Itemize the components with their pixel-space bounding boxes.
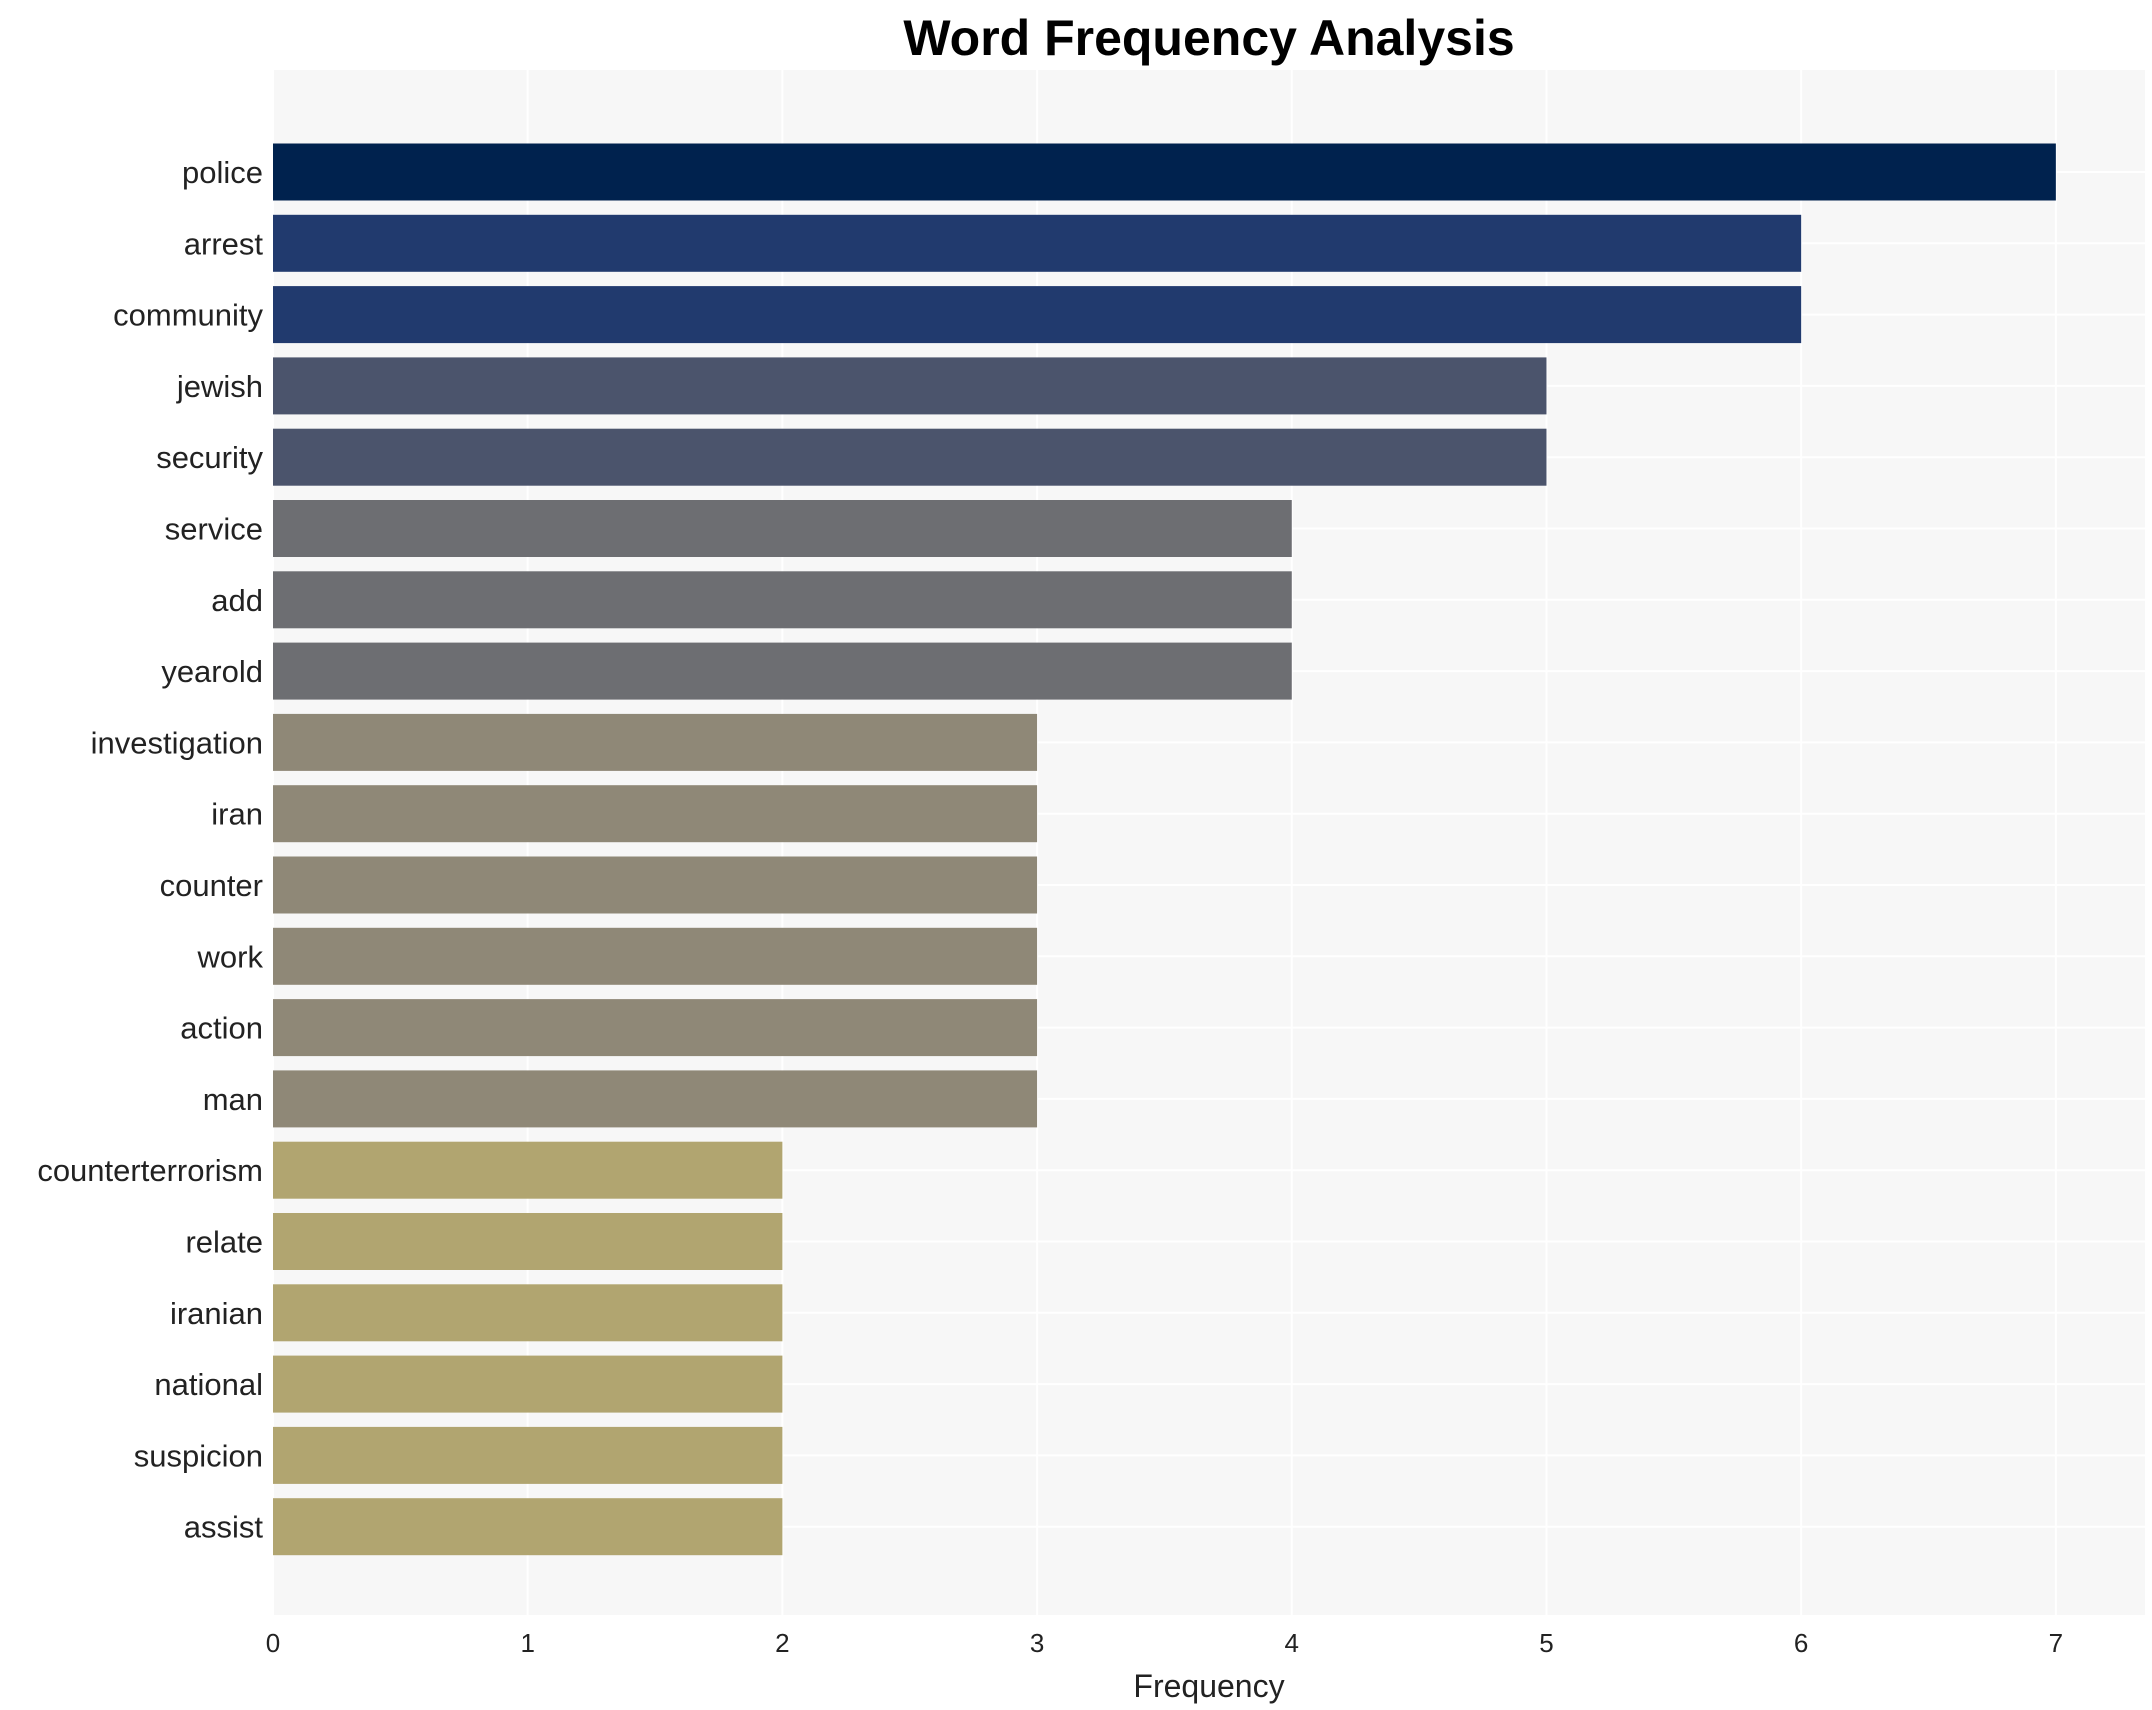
y-tick-label: arrest	[184, 226, 264, 261]
bar-security	[273, 428, 1547, 486]
bar-police	[273, 143, 2056, 201]
x-tick-label: 7	[2049, 1628, 2063, 1658]
y-tick-labels: police arrest community jewish security servi…	[37, 155, 263, 1545]
y-tick-label: man	[203, 1082, 263, 1117]
x-tick-label: 1	[520, 1628, 534, 1658]
y-tick-label: community	[113, 298, 263, 333]
bar-counter	[273, 856, 1038, 914]
y-tick-label: police	[182, 155, 263, 190]
bars	[273, 143, 2056, 1556]
bar-action	[273, 999, 1038, 1057]
y-tick-label: counterterrorism	[37, 1153, 263, 1188]
x-tick-label: 5	[1539, 1628, 1553, 1658]
x-tick-label: 2	[775, 1628, 789, 1658]
y-tick-label: yearold	[161, 654, 263, 689]
bar-iranian	[273, 1284, 783, 1342]
bar-suspicion	[273, 1426, 783, 1484]
x-tick-label: 4	[1285, 1628, 1299, 1658]
y-tick-label: work	[197, 939, 264, 974]
bar-arrest	[273, 214, 1802, 272]
bar-jewish	[273, 357, 1547, 415]
x-tick-label: 0	[266, 1628, 280, 1658]
bar-work	[273, 927, 1038, 985]
bar-man	[273, 1070, 1038, 1128]
x-tick-label: 6	[1794, 1628, 1808, 1658]
y-tick-label: security	[156, 440, 263, 475]
y-tick-label: suspicion	[134, 1438, 263, 1473]
x-axis-label: Frequency	[1133, 1668, 1284, 1704]
bar-service	[273, 500, 1292, 557]
y-tick-label: iran	[211, 797, 263, 832]
bar-yearold	[273, 642, 1292, 700]
y-tick-label: assist	[184, 1510, 264, 1545]
y-tick-label: iranian	[170, 1296, 263, 1331]
bar-counterterrorism	[273, 1141, 783, 1199]
bar-community	[273, 286, 1802, 344]
bar-relate	[273, 1213, 783, 1270]
y-tick-label: investigation	[91, 725, 263, 760]
bar-investigation	[273, 713, 1038, 771]
bar-add	[273, 571, 1292, 629]
y-tick-label: add	[211, 583, 263, 618]
chart-title: Word Frequency Analysis	[903, 10, 1514, 66]
bar-assist	[273, 1498, 783, 1556]
y-tick-label: action	[180, 1011, 263, 1046]
y-tick-label: jewish	[176, 369, 263, 404]
bar-national	[273, 1355, 783, 1413]
y-tick-label: relate	[185, 1225, 263, 1260]
x-tick-labels: 0 1 2 3 4 5 6 7	[266, 1628, 2063, 1658]
y-tick-label: national	[154, 1367, 263, 1402]
y-tick-label: counter	[160, 868, 263, 903]
bar-iran	[273, 785, 1038, 843]
y-tick-label: service	[165, 512, 263, 547]
x-tick-label: 3	[1030, 1628, 1044, 1658]
